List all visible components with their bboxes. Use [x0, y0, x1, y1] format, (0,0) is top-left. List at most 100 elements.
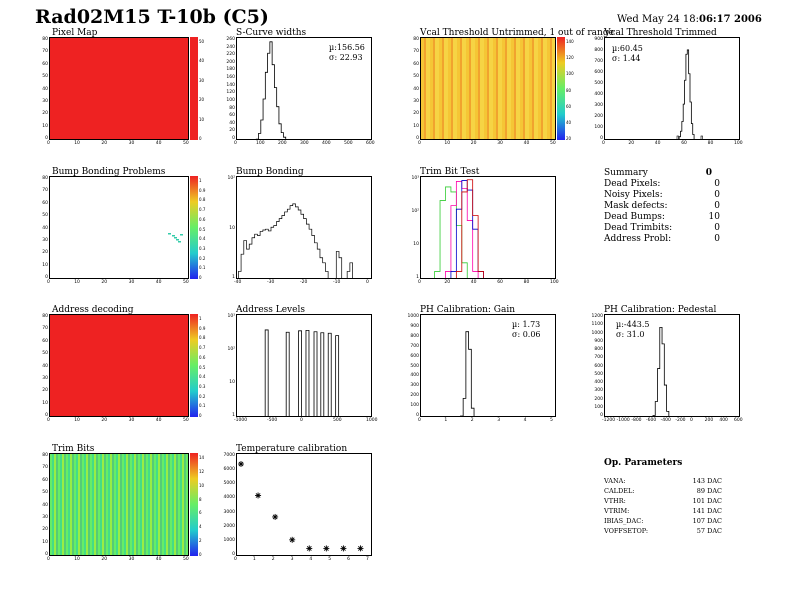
- histogram-bin: [323, 263, 326, 279]
- op-param-value: 89 DAC: [696, 487, 722, 495]
- histogram-bin: [276, 222, 279, 279]
- address-levels-frame: [236, 314, 372, 417]
- outlier-bin: [676, 135, 679, 139]
- x-tick-label: 500: [344, 141, 353, 146]
- trim-bit-test-title: Trim Bit Test: [420, 167, 480, 177]
- y-tick-label: 3000: [223, 509, 235, 515]
- x-tick-label: 0: [234, 141, 237, 146]
- temperature-point: [357, 545, 364, 552]
- op-param-label: VTHR:: [604, 497, 626, 505]
- palette-tick-label: 0.1: [199, 265, 206, 271]
- y-tick-label: 300: [410, 383, 419, 389]
- palette-tick-label: 20: [566, 136, 572, 141]
- y-tick-label: 10: [229, 380, 235, 385]
- y-tick-label: 40: [413, 86, 419, 92]
- y-tick-label: 30: [413, 98, 419, 104]
- x-tick-label: 40: [155, 557, 162, 562]
- x-tick-label: 20: [628, 141, 635, 146]
- ph-gain-title: PH Calibration: Gain: [420, 305, 516, 315]
- y-tick-label: 10²: [411, 209, 419, 214]
- op-parameters-title: Op. Parameters: [604, 458, 683, 468]
- histogram-bin: [471, 408, 474, 417]
- x-tick-label: 80: [523, 280, 530, 285]
- x-tick-label: -600: [646, 418, 657, 423]
- y-tick-label: 160: [226, 75, 235, 81]
- dead-bump-pixel: [174, 237, 177, 239]
- x-tick-label: 5: [328, 557, 332, 562]
- histogram-bin: [469, 349, 472, 417]
- y-tick-label: 20: [42, 527, 48, 533]
- histogram-bin: [298, 210, 301, 279]
- x-tick-label: 100: [256, 141, 265, 146]
- x-tick-label: 10: [74, 141, 80, 146]
- y-tick-label: 5000: [223, 481, 235, 487]
- op-param-row: VANA: 143 DAC: [604, 476, 722, 486]
- x-tick-label: -30: [267, 280, 275, 285]
- x-tick-label: 20: [101, 418, 108, 423]
- y-tick-label: 20: [413, 111, 419, 117]
- x-tick-label: 2: [470, 418, 474, 423]
- palette-tick-label: 50: [199, 39, 205, 44]
- x-tick-label: 5: [550, 418, 553, 423]
- op-param-row: VTHR: 101 DAC: [604, 496, 722, 506]
- bump-bonding-plot: [238, 203, 353, 279]
- x-tick-label: 50: [183, 280, 189, 285]
- y-tick-label: 0: [45, 275, 48, 280]
- y-tick-label: 0: [45, 413, 48, 418]
- histogram-bin: [241, 254, 244, 279]
- y-tick-label: 50: [413, 74, 419, 80]
- address-level-peak: [313, 331, 318, 416]
- summary-total: 0: [705, 168, 712, 178]
- x-tick-label: 40: [155, 418, 162, 423]
- y-tick-label: 70: [42, 49, 48, 55]
- x-tick-label: 200: [278, 141, 287, 146]
- y-tick-label: 40: [42, 225, 48, 231]
- x-tick-label: 40: [654, 141, 661, 146]
- vcal-trimmed-plot: [676, 49, 703, 139]
- y-tick-label: 1: [232, 413, 235, 418]
- y-tick-label: 40: [42, 86, 48, 92]
- pixel-map-palette: [190, 37, 198, 140]
- vcal-trimmed-title: Vcal Threshold Trimmed: [604, 28, 717, 38]
- x-tick-label: 4: [523, 418, 527, 423]
- y-tick-label: 100: [410, 403, 419, 409]
- summary-label: Mask defects:: [604, 201, 668, 211]
- y-tick-label: 200: [594, 396, 603, 402]
- address-level-peak: [285, 331, 290, 416]
- y-tick-label: 80: [42, 37, 48, 42]
- y-tick-label: 900: [594, 338, 603, 344]
- histogram-bin: [286, 139, 288, 140]
- y-tick-label: 50: [42, 74, 48, 80]
- scurve-sigma: σ: 22.93: [329, 53, 363, 62]
- y-tick-label: 80: [42, 314, 48, 319]
- y-tick-label: 200: [226, 59, 235, 65]
- temperature-point: [306, 545, 313, 552]
- histogram-bin: [301, 214, 304, 279]
- x-tick-label: 40: [523, 141, 530, 146]
- op-param-label: IBIAS_DAC:: [604, 517, 644, 525]
- vcal-untrimmed-frame: [420, 37, 556, 140]
- y-tick-label: 20: [42, 111, 48, 117]
- vcal-untrimmed-palette: [557, 37, 565, 140]
- x-tick-label: 600: [366, 141, 375, 146]
- y-tick-label: 100: [594, 404, 603, 410]
- summary-row: Dead Bumps: 10: [604, 212, 722, 223]
- y-tick-label: 1000: [591, 330, 603, 336]
- palette-tick-label: 0: [199, 275, 202, 280]
- histogram-line: [652, 326, 670, 416]
- y-tick-label: 220: [226, 52, 235, 58]
- x-tick-label: 6: [347, 557, 351, 562]
- x-tick-label: 10: [74, 280, 80, 285]
- x-tick-label: -1000: [616, 418, 630, 423]
- address-decoding-title: Address decoding: [52, 305, 134, 315]
- x-tick-label: 30: [128, 557, 135, 562]
- x-tick-label: 400: [719, 418, 728, 423]
- x-tick-label: 0: [418, 280, 421, 285]
- y-tick-label: 7000: [223, 453, 235, 458]
- histogram-bin: [325, 271, 328, 279]
- x-tick-label: 1000: [366, 418, 378, 423]
- trim-bits-palette: [190, 453, 198, 556]
- palette-tick-label: 140: [566, 39, 574, 44]
- palette-tick-label: 0.5: [199, 226, 206, 232]
- summary-row: Noisy Pixels: 0: [604, 190, 722, 201]
